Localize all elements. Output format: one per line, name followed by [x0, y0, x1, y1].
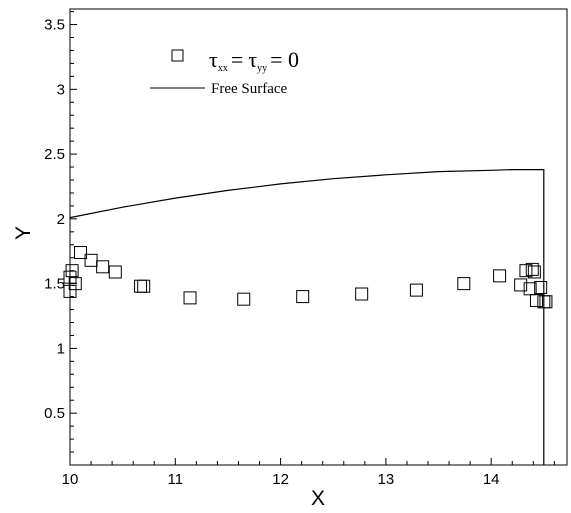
- data-point-square: [134, 279, 148, 293]
- data-point-square: [529, 293, 543, 307]
- legend-marker-square: [171, 49, 184, 62]
- data-point-square: [514, 278, 528, 292]
- data-point-square: [527, 265, 541, 279]
- data-point-square: [237, 292, 251, 306]
- x-tick-label: 11: [168, 471, 184, 488]
- data-point-square: [534, 281, 548, 295]
- data-point-square: [108, 265, 122, 279]
- y-tick-label: 3: [57, 81, 65, 98]
- data-point-square: [355, 287, 369, 301]
- legend: τxx = τyy = 0 Free Surface: [150, 47, 299, 97]
- legend-label-tau-series: τxx = τyy = 0: [209, 47, 299, 74]
- free-surface-line: [69, 169, 545, 465]
- data-point-square: [525, 262, 539, 276]
- plot-frame: [69, 8, 568, 466]
- legend-sub-yy: yy: [257, 63, 267, 74]
- data-point-square: [296, 290, 310, 304]
- x-tick-label: 12: [272, 471, 289, 488]
- y-tick-label: 1: [57, 340, 65, 357]
- x-tick-label: 14: [483, 471, 500, 488]
- legend-eq-1: =: [231, 47, 243, 72]
- data-point-square: [409, 283, 423, 297]
- data-point-square: [63, 284, 77, 298]
- ticks: 10 11 12 13 14 0.5 1 1.5 2 2.5 3 3.5: [44, 11, 555, 488]
- legend-tau-2: τ: [248, 47, 257, 72]
- y-axis-title: Y: [12, 226, 35, 240]
- data-point-square: [183, 291, 197, 305]
- y-tick-label: 0.5: [44, 405, 65, 422]
- y-tick-label: 2.5: [44, 146, 65, 163]
- y-tick-label: 2: [57, 211, 65, 228]
- x-axis-title: X: [311, 487, 325, 510]
- series-layer: [63, 169, 553, 465]
- data-point-square: [74, 246, 88, 260]
- legend-tau-1: τ: [209, 47, 218, 72]
- legend-label-free-surface: Free Surface: [211, 81, 288, 97]
- legend-eq-2: = 0: [270, 47, 299, 72]
- y-tick-label: 3.5: [44, 17, 65, 34]
- data-point-square: [68, 277, 82, 291]
- y-tick-label: 1.5: [44, 276, 65, 293]
- x-tick-label: 13: [378, 471, 395, 488]
- data-point-square: [457, 277, 471, 291]
- data-point-square: [137, 279, 151, 293]
- legend-sub-xx: xx: [218, 63, 228, 74]
- data-point-square: [96, 260, 110, 274]
- data-point-square: [539, 295, 553, 309]
- data-point-square: [65, 264, 79, 278]
- x-tick-label: 10: [62, 471, 79, 488]
- data-point-square: [493, 269, 507, 283]
